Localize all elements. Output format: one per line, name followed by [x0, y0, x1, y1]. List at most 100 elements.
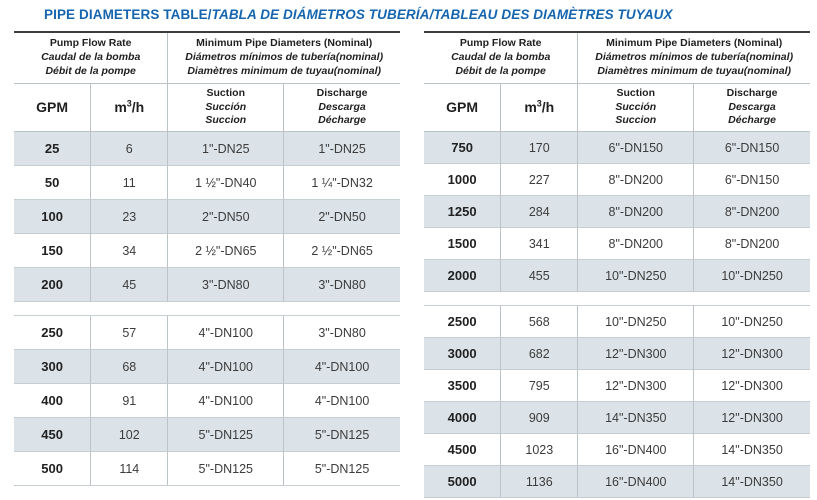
header-diam-es: Diámetros mínimos de tubería(nominal): [185, 51, 384, 64]
header-gpm: GPM: [424, 84, 502, 131]
table-row: 1250 284 8"-DN200 8"-DN200: [424, 196, 810, 228]
gpm-value: 25: [14, 132, 92, 165]
m3h-value: 284: [501, 196, 579, 227]
table-row: 500 114 5"-DN125 5"-DN125: [14, 452, 400, 486]
gpm-value: 2500: [424, 306, 502, 337]
header-suction: Suction Succión Succion: [168, 84, 285, 131]
m3h-value: 682: [501, 338, 579, 369]
gpm-value: 3500: [424, 370, 502, 401]
discharge-value: 1"-DN25: [284, 132, 400, 165]
suction-value: 4"-DN100: [168, 316, 285, 349]
table-row: 300 68 4"-DN100 4"-DN100: [14, 350, 400, 384]
header-diam-en: Minimum Pipe Diameters (Nominal): [606, 37, 783, 50]
gpm-value: 300: [14, 350, 92, 383]
suction-value: 1 ½"-DN40: [168, 166, 285, 199]
discharge-value: 5"-DN125: [314, 461, 370, 476]
m3h-value: 57: [91, 316, 169, 349]
header-discharge: Discharge Descarga Décharge: [726, 86, 778, 127]
page-title: PIPE DIAMETERS TABLE/TABLA DE DIÁMETROS …: [44, 7, 817, 22]
table-row: 1000 227 8"-DN200 6"-DN150: [424, 164, 810, 196]
table-row: 3500 795 12"-DN300 12"-DN300: [424, 370, 810, 402]
gpm-value: 3000: [424, 338, 502, 369]
header-min-pipe-diameters: Minimum Pipe Diameters (Nominal) Diámetr…: [578, 33, 810, 83]
tables-container: Pump Flow Rate Caudal de la bomba Débit …: [14, 31, 817, 498]
suction-value: 8"-DN200: [578, 164, 695, 195]
suction-value: 14"-DN350: [578, 402, 695, 433]
gpm-value: 150: [14, 234, 92, 267]
m3h-value: 6: [91, 132, 169, 165]
suction-value: 6"-DN150: [578, 132, 695, 163]
header-pump-flow-rate: Pump Flow Rate Caudal de la bomba Débit …: [14, 33, 169, 83]
gpm-value: 200: [14, 268, 92, 301]
header-suction: Suction Succión Succion: [578, 84, 695, 131]
table-row: 1500 341 8"-DN200 8"-DN200: [424, 228, 810, 260]
gpm-value: 1000: [424, 164, 502, 195]
m3h-value: 170: [501, 132, 579, 163]
discharge-value: 10"-DN250: [694, 260, 810, 291]
discharge-value: 4"-DN100: [314, 393, 370, 408]
table-row: 25 6 1"-DN25 1"-DN25: [14, 132, 400, 166]
discharge-value: 2"-DN50: [284, 200, 400, 233]
header-diam-fr: Diamètres minimum de tuyau(nominal): [597, 64, 792, 77]
table-row: 150 34 2 ½"-DN65 2 ½"-DN65: [14, 234, 400, 268]
header-flow-en: Pump Flow Rate: [49, 37, 132, 50]
gpm-value: 4500: [424, 434, 502, 465]
table-header-units: GPM m3/h Suction Succión Succion Dischar…: [14, 84, 400, 132]
suction-value: 10"-DN250: [578, 306, 695, 337]
header-discharge: Discharge Descarga Décharge: [316, 86, 368, 127]
discharge-value: 6"-DN150: [724, 172, 780, 187]
discharge-value: 3"-DN80: [318, 325, 366, 340]
suction-value: 3"-DN80: [168, 268, 285, 301]
discharge-value: 14"-DN350: [694, 466, 810, 497]
discharge-value: 5"-DN125: [284, 418, 400, 451]
high-flow-block-2: 2500 568 10"-DN250 10"-DN250 3000 682 12…: [424, 305, 810, 498]
header-flow-fr: Débit de la pompe: [455, 64, 546, 77]
table-row: 200 45 3"-DN80 3"-DN80: [14, 268, 400, 302]
m3h-value: 45: [91, 268, 169, 301]
m3h-value: 1023: [501, 434, 579, 465]
page-title-translations: TABLA DE DIÁMETROS TUBERÍA/TABLEAU DES D…: [211, 7, 673, 22]
suction-value: 12"-DN300: [578, 370, 695, 401]
header-diam-en: Minimum Pipe Diameters (Nominal): [196, 37, 373, 50]
suction-value: 5"-DN125: [168, 452, 285, 485]
header-diam-fr: Diamètres minimum de tuyau(nominal): [187, 64, 382, 77]
m3h-value: 341: [501, 228, 579, 259]
header-min-pipe-diameters: Minimum Pipe Diameters (Nominal) Diámetr…: [168, 33, 400, 83]
header-pump-flow-rate: Pump Flow Rate Caudal de la bomba Débit …: [424, 33, 579, 83]
discharge-value: 8"-DN200: [694, 196, 810, 227]
discharge-value: 14"-DN350: [721, 442, 783, 457]
gpm-value: 5000: [424, 466, 502, 497]
m3h-value: 91: [91, 384, 169, 417]
table-row: 100 23 2"-DN50 2"-DN50: [14, 200, 400, 234]
m3h-value: 114: [91, 452, 169, 485]
discharge-value: 12"-DN300: [694, 338, 810, 369]
suction-value: 2 ½"-DN65: [168, 234, 285, 267]
header-flow-en: Pump Flow Rate: [459, 37, 542, 50]
header-m3h: m3/h: [501, 84, 579, 131]
discharge-value: 12"-DN300: [721, 378, 783, 393]
table-row: 2500 568 10"-DN250 10"-DN250: [424, 306, 810, 338]
suction-value: 12"-DN300: [578, 338, 695, 369]
m3h-value: 11: [91, 166, 169, 199]
gpm-value: 1500: [424, 228, 502, 259]
suction-value: 4"-DN100: [168, 350, 285, 383]
table-row: 450 102 5"-DN125 5"-DN125: [14, 418, 400, 452]
table-header-units: GPM m3/h Suction Succión Succion Dischar…: [424, 84, 810, 132]
table-row: 5000 1136 16"-DN400 14"-DN350: [424, 466, 810, 498]
suction-value: 5"-DN125: [168, 418, 285, 451]
table-row: 4500 1023 16"-DN400 14"-DN350: [424, 434, 810, 466]
gpm-value: 250: [14, 316, 92, 349]
suction-value: 2"-DN50: [168, 200, 285, 233]
discharge-value: 8"-DN200: [724, 236, 780, 251]
m3h-value: 909: [501, 402, 579, 433]
discharge-value: 1 ¼"-DN32: [311, 175, 373, 190]
suction-value: 8"-DN200: [578, 228, 695, 259]
gpm-value: 500: [14, 452, 92, 485]
discharge-value: 6"-DN150: [694, 132, 810, 163]
discharge-value: 4"-DN100: [284, 350, 400, 383]
gpm-value: 750: [424, 132, 502, 163]
discharge-value: 2 ½"-DN65: [311, 243, 373, 258]
table-row: 3000 682 12"-DN300 12"-DN300: [424, 338, 810, 370]
m3h-value: 568: [501, 306, 579, 337]
